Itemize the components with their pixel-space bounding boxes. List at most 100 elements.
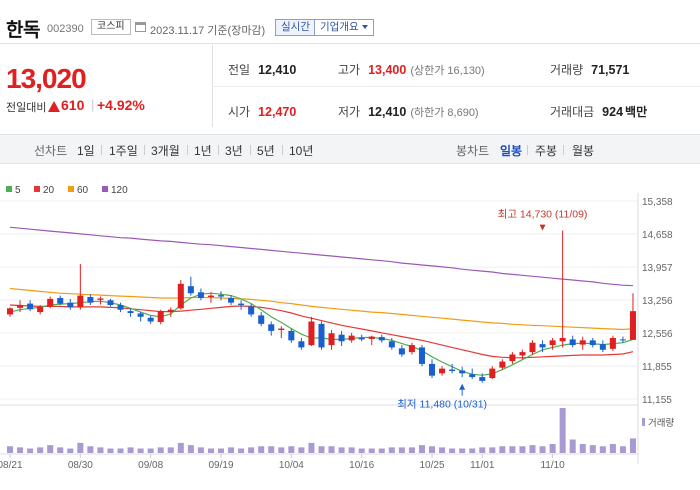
separator — [144, 145, 145, 155]
y-tick-label: 13,256 — [642, 296, 673, 307]
low-annotation: 최저 11,480 (10/31) — [397, 399, 487, 411]
candle-body — [539, 344, 546, 348]
y-tick-label: 15,358 — [642, 197, 673, 208]
period-3m[interactable]: 3개월 — [151, 144, 180, 158]
candle-body — [228, 297, 235, 303]
candle-body — [519, 352, 526, 356]
company-overview-button[interactable]: 기업개요 — [314, 19, 374, 36]
candle-body — [248, 306, 255, 315]
separator — [527, 145, 528, 155]
separator — [282, 145, 283, 155]
candle-body — [388, 341, 395, 348]
volume-bar — [629, 438, 636, 453]
x-tick-label: 10/25 — [420, 460, 445, 471]
volume-bar — [177, 442, 184, 453]
stats-divider — [214, 86, 700, 87]
candle-body — [87, 297, 94, 303]
base-date: 2023.11.17 기준(장마감) — [150, 25, 266, 37]
candle-body — [47, 298, 54, 307]
candle-body — [177, 283, 184, 309]
candle-monthly[interactable]: 월봉 — [572, 144, 595, 158]
stat-label: 전일 — [228, 63, 251, 77]
candle-body — [459, 370, 466, 374]
candle-body — [288, 330, 295, 341]
stat-value: 12,410 — [368, 105, 407, 119]
separator — [101, 145, 102, 155]
separator — [218, 145, 219, 155]
volume-bar — [459, 448, 466, 453]
candle-body — [147, 317, 154, 322]
candle-body — [197, 292, 204, 298]
period-1d[interactable]: 1일 — [77, 144, 95, 158]
candle-body — [629, 311, 636, 340]
volume-bar — [207, 448, 214, 453]
candle-body — [408, 345, 415, 353]
high-arrow — [539, 224, 546, 231]
stat-label: 저가 — [338, 105, 361, 119]
candle-body — [217, 295, 225, 297]
volume-bar — [47, 445, 54, 453]
candle-body — [167, 309, 174, 313]
volume-bar — [87, 446, 94, 453]
volume-bar — [449, 448, 456, 453]
low-arrow — [459, 383, 466, 390]
candle-body — [258, 315, 265, 324]
x-tick-label: 10/16 — [349, 460, 374, 471]
calendar-icon — [135, 22, 146, 32]
period-1w[interactable]: 1주일 — [109, 144, 138, 158]
high-annotation: 최고 14,730 (11/09) — [498, 209, 588, 221]
candle-daily[interactable]: 일봉 — [500, 144, 523, 158]
period-5y[interactable]: 5년 — [257, 144, 275, 158]
separator — [187, 145, 188, 155]
candle-body — [37, 306, 44, 313]
volume-bar — [137, 448, 144, 453]
volume-bar — [258, 446, 265, 453]
period-3y[interactable]: 3년 — [225, 144, 243, 158]
volume-bar — [238, 448, 245, 453]
volume-bar — [368, 448, 375, 453]
change-label: 전일대비 — [6, 102, 47, 114]
price-chart[interactable]: 5 20 60 120 15,358 14,658 13,957 13,256 12,556 11… — [0, 168, 700, 490]
separator — [250, 145, 251, 155]
x-tick-label: 08/30 — [68, 460, 93, 471]
volume-bar — [117, 448, 124, 453]
candle-body — [338, 334, 345, 342]
realtime-button[interactable]: 실시간 — [275, 19, 316, 36]
x-tick-label: 08/21 — [0, 460, 23, 471]
candle-body — [378, 337, 385, 341]
period-10y[interactable]: 10년 — [289, 144, 314, 158]
volume-legend-swatch — [642, 418, 645, 426]
volume-bar — [248, 447, 255, 453]
volume-bar — [599, 446, 606, 453]
candle-body — [529, 342, 536, 353]
candle-body — [479, 377, 486, 381]
volume-bar — [187, 445, 194, 453]
stat-high: 고가 13,400 (상한가 16,130) — [338, 61, 485, 78]
separator — [563, 145, 564, 155]
candle-body — [127, 311, 134, 314]
price-panel: 13,020 전일대비 610 | +4.92% — [0, 45, 213, 127]
candle-body — [67, 302, 74, 308]
stat-label: 거래대금 — [550, 105, 595, 119]
y-tick-label: 11,155 — [642, 395, 672, 406]
volume-bar — [77, 442, 84, 453]
volume-bar — [147, 448, 154, 453]
volume-bar — [569, 439, 576, 453]
candle-body — [6, 308, 14, 315]
volume-bar — [37, 447, 44, 453]
company-overview-label: 기업개요 — [320, 21, 359, 33]
volume-bar — [288, 446, 295, 453]
volume-bar — [589, 445, 596, 453]
candle-body — [439, 368, 446, 374]
market-badge: 코스피 — [91, 19, 131, 35]
stat-label: 시가 — [228, 105, 251, 119]
period-1y[interactable]: 1년 — [194, 144, 212, 158]
candle-body — [157, 311, 164, 322]
candle-body — [107, 300, 114, 306]
candle-body — [509, 354, 516, 362]
candle-weekly[interactable]: 주봉 — [535, 144, 558, 158]
volume-bar — [127, 447, 134, 453]
volume-bar — [388, 447, 395, 453]
candle-chart-label: 봉차트 — [456, 144, 490, 158]
volume-bar — [328, 446, 335, 453]
